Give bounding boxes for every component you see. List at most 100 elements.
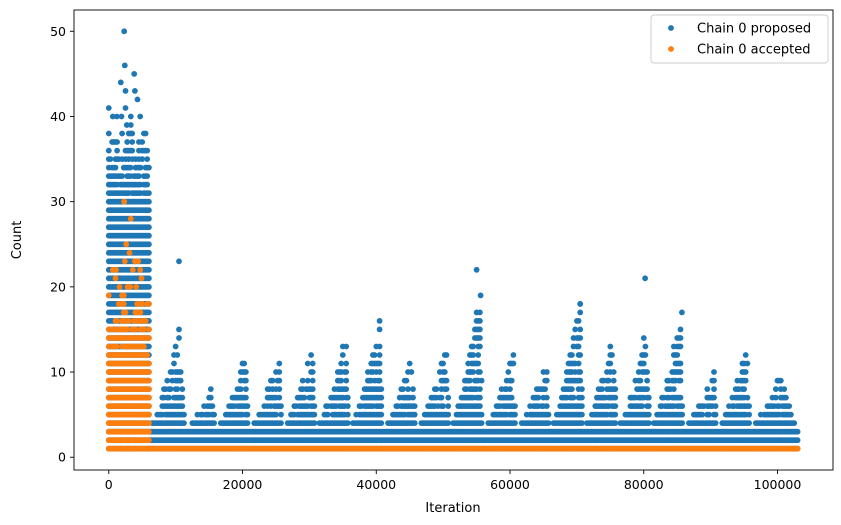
proposed-point: [343, 343, 350, 350]
proposed-point: [507, 386, 513, 392]
accepted-point: [146, 377, 152, 384]
proposed-point: [124, 139, 131, 145]
proposed-point: [543, 403, 550, 409]
proposed-point: [146, 241, 152, 248]
proposed-point: [605, 377, 612, 384]
proposed-point: [642, 352, 649, 358]
proposed-point: [276, 369, 283, 375]
proposed-point: [443, 377, 450, 384]
proposed-point: [244, 420, 251, 426]
proposed-point: [118, 113, 125, 120]
accepted-point: [105, 292, 112, 299]
proposed-point: [121, 28, 128, 35]
proposed-point: [543, 394, 550, 401]
x-tick-label: 100000: [754, 477, 802, 492]
accepted-point: [146, 420, 152, 426]
proposed-point: [278, 403, 284, 409]
proposed-point: [445, 394, 452, 401]
proposed-point: [146, 232, 152, 239]
proposed-point: [207, 394, 214, 401]
proposed-point: [706, 411, 712, 418]
proposed-point: [577, 377, 584, 384]
proposed-point: [599, 386, 605, 392]
proposed-point: [179, 394, 186, 401]
proposed-point: [177, 377, 184, 384]
proposed-point: [512, 411, 518, 418]
proposed-point: [243, 377, 249, 384]
proposed-point: [712, 403, 719, 409]
y-tick-label: 30: [50, 194, 66, 209]
proposed-point: [577, 352, 584, 358]
proposed-point: [569, 352, 575, 358]
proposed-point: [786, 403, 793, 409]
proposed-point: [512, 403, 518, 409]
proposed-point: [146, 249, 152, 256]
proposed-point: [144, 147, 151, 154]
proposed-point: [477, 292, 484, 299]
proposed-point: [794, 428, 801, 435]
proposed-point: [400, 386, 406, 392]
proposed-point: [645, 403, 652, 409]
accepted-point: [146, 411, 152, 418]
accepted-point: [112, 275, 119, 282]
proposed-point: [741, 386, 747, 392]
proposed-point: [146, 164, 152, 171]
proposed-point: [309, 394, 316, 401]
proposed-point: [470, 369, 477, 375]
accepted-point: [146, 386, 152, 392]
proposed-point: [207, 386, 214, 392]
proposed-point: [344, 420, 351, 426]
proposed-point: [299, 377, 306, 384]
proposed-point: [477, 326, 483, 333]
accepted-point: [129, 266, 136, 273]
proposed-point: [477, 309, 483, 316]
proposed-point: [243, 369, 249, 375]
proposed-point: [746, 411, 752, 418]
proposed-point: [677, 343, 684, 350]
proposed-point: [276, 360, 283, 367]
proposed-point: [344, 394, 351, 401]
proposed-point: [510, 360, 517, 367]
x-tick-label: 0: [105, 477, 113, 492]
proposed-point: [679, 309, 685, 316]
proposed-point: [612, 411, 619, 418]
proposed-point: [744, 360, 751, 367]
proposed-point: [142, 130, 149, 137]
y-tick-label: 20: [50, 279, 66, 294]
proposed-point: [545, 420, 552, 426]
proposed-point: [579, 411, 585, 418]
proposed-point: [343, 369, 350, 375]
legend-marker-proposed: [668, 25, 674, 31]
proposed-point: [640, 360, 647, 367]
proposed-point: [378, 420, 385, 426]
legend-label-proposed: Chain 0 proposed: [697, 22, 811, 37]
proposed-point: [309, 386, 316, 392]
proposed-point: [542, 386, 548, 392]
proposed-point: [575, 360, 582, 367]
proposed-point: [579, 420, 585, 426]
proposed-point: [777, 377, 784, 384]
y-axis-label: Count: [10, 221, 25, 260]
proposed-point: [127, 164, 134, 171]
proposed-point: [146, 207, 152, 214]
accepted-point: [121, 198, 128, 205]
proposed-point: [209, 403, 216, 409]
proposed-point: [411, 411, 418, 418]
accepted-point: [116, 284, 123, 290]
proposed-point: [746, 420, 752, 426]
accepted-point: [135, 258, 142, 265]
proposed-point: [167, 386, 174, 392]
scatter-series-layer: [105, 28, 801, 452]
proposed-point: [477, 369, 483, 375]
proposed-point: [438, 394, 445, 401]
proposed-point: [575, 318, 582, 324]
accepted-point: [114, 318, 120, 324]
accepted-point: [114, 343, 120, 350]
proposed-point: [114, 147, 120, 154]
proposed-point: [470, 352, 477, 358]
proposed-point: [309, 377, 316, 384]
accepted-point: [138, 275, 145, 282]
proposed-point: [146, 284, 152, 290]
proposed-point: [273, 411, 279, 418]
proposed-point: [441, 369, 448, 375]
